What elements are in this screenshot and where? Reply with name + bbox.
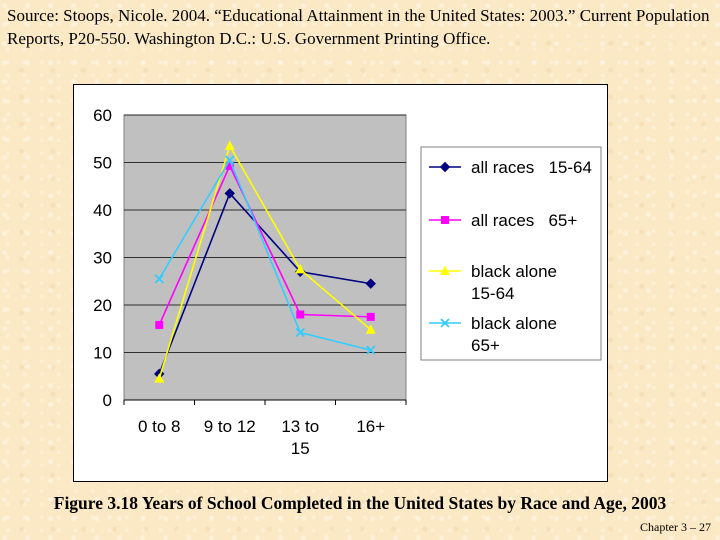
data-point xyxy=(155,320,164,329)
data-point xyxy=(365,324,376,334)
data-point xyxy=(225,161,234,170)
y-tick-label: 50 xyxy=(93,154,112,173)
data-point xyxy=(154,274,164,284)
data-point xyxy=(225,155,235,165)
y-tick-label: 20 xyxy=(93,296,112,315)
data-point xyxy=(224,140,235,150)
data-point xyxy=(224,188,235,199)
data-point xyxy=(366,345,376,355)
legend-label: black alone 15-64 xyxy=(471,262,557,303)
data-point xyxy=(296,310,305,319)
data-point xyxy=(154,373,165,383)
series-line xyxy=(158,191,371,375)
series-line xyxy=(158,158,371,351)
x-tick-label: 16+ xyxy=(356,417,385,436)
legend-label: black alone 65+ xyxy=(471,314,557,355)
x-tick-label: 0 to 8 xyxy=(138,417,181,436)
data-point xyxy=(295,327,305,338)
series-line xyxy=(158,143,372,379)
legend-label: all races 15-64 xyxy=(471,158,592,177)
data-point xyxy=(365,278,376,289)
legend-marker xyxy=(439,161,451,173)
y-tick-label: 30 xyxy=(93,249,112,268)
legend-marker xyxy=(440,265,450,275)
legend-label: all races 65+ xyxy=(471,211,577,230)
data-point xyxy=(366,312,375,321)
y-tick-label: 40 xyxy=(93,201,112,220)
figure-caption: Figure 3.18 Years of School Completed in… xyxy=(53,493,667,513)
data-point xyxy=(295,263,306,274)
legend-marker xyxy=(440,318,450,328)
series-line xyxy=(158,163,371,326)
y-tick-label: 60 xyxy=(93,106,112,125)
legend-marker xyxy=(441,216,449,224)
slide-number: Chapter 3 – 27 xyxy=(640,520,711,534)
x-tick-label: 13 to 15 xyxy=(281,417,319,458)
source-citation: Source: Stoops, Nicole. 2004. “Education… xyxy=(7,6,710,48)
legend-box xyxy=(420,146,602,361)
chart-container: 0 10 20 30 40 50 60 0 to 8 9 to 12 13 to 15 16+ all … xyxy=(73,84,608,482)
y-tick-label: 10 xyxy=(93,344,112,363)
line-chart: 0 10 20 30 40 50 60 0 to 8 9 to 12 13 to 15 16+ all … xyxy=(93,106,602,458)
x-tick-label: 9 to 12 xyxy=(204,417,256,436)
y-tick-label: 0 xyxy=(103,391,112,410)
